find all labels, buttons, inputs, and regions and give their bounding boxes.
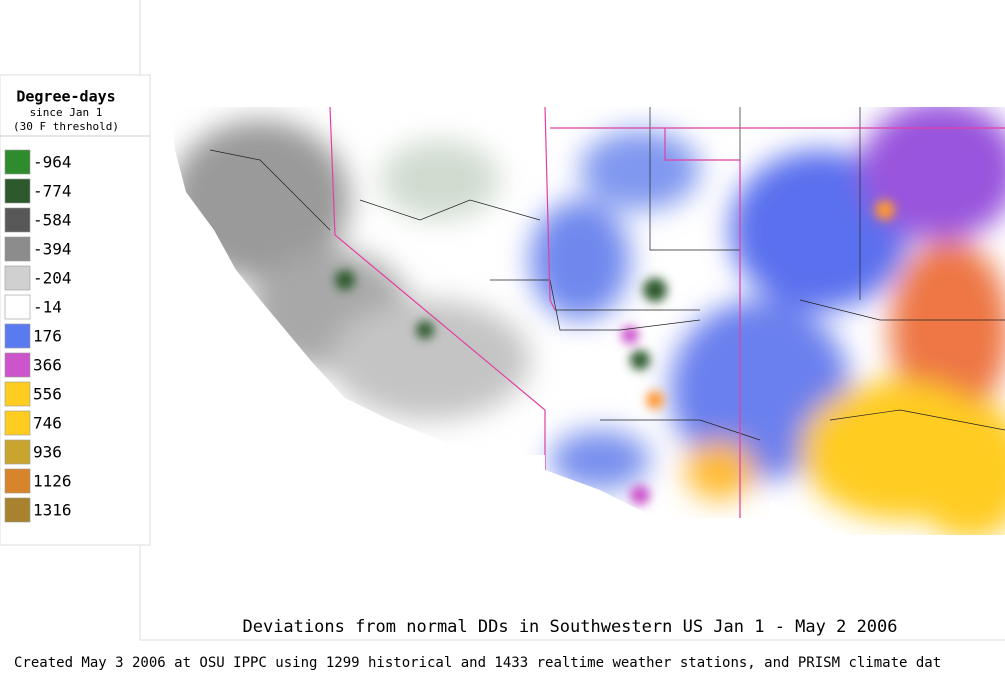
legend-swatch bbox=[4, 468, 31, 494]
legend-swatch bbox=[4, 265, 31, 291]
legend-swatch bbox=[4, 323, 31, 349]
legend-label: 936 bbox=[33, 443, 62, 462]
legend-label: 366 bbox=[33, 356, 62, 375]
legend-swatch bbox=[4, 207, 31, 233]
legend-label: -964 bbox=[33, 153, 72, 172]
legend-label: 176 bbox=[33, 327, 62, 346]
legend-swatch bbox=[4, 497, 31, 523]
legend-swatch bbox=[4, 178, 31, 204]
legend-label: 746 bbox=[33, 414, 62, 433]
legend-label: 1316 bbox=[33, 501, 72, 520]
caption: Deviations from normal DDs in Southweste… bbox=[242, 617, 897, 637]
legend-label: -14 bbox=[33, 298, 62, 317]
legend-swatch bbox=[4, 439, 31, 465]
legend-swatch bbox=[4, 294, 31, 320]
legend-label: 556 bbox=[33, 385, 62, 404]
legend-label: -584 bbox=[33, 211, 72, 230]
map bbox=[170, 107, 1005, 535]
legend-swatch bbox=[4, 236, 31, 262]
legend-label: -204 bbox=[33, 269, 72, 288]
legend-note: (30 F threshold) bbox=[13, 120, 119, 133]
legend-label: -774 bbox=[33, 182, 72, 201]
legend-swatch bbox=[4, 410, 31, 436]
legend-subtitle: since Jan 1 bbox=[30, 106, 103, 119]
legend-swatch bbox=[4, 149, 31, 175]
legend-label: 1126 bbox=[33, 472, 72, 491]
legend-swatch bbox=[4, 381, 31, 407]
legend-title: Degree-days bbox=[16, 88, 115, 106]
credit: Created May 3 2006 at OSU IPPC using 129… bbox=[14, 655, 941, 671]
legend-items: -964 -774 -584 -394 -204 -14 176 366 556 746 936 11… bbox=[4, 149, 72, 523]
legend-label: -394 bbox=[33, 240, 72, 259]
legend-swatch bbox=[4, 352, 31, 378]
